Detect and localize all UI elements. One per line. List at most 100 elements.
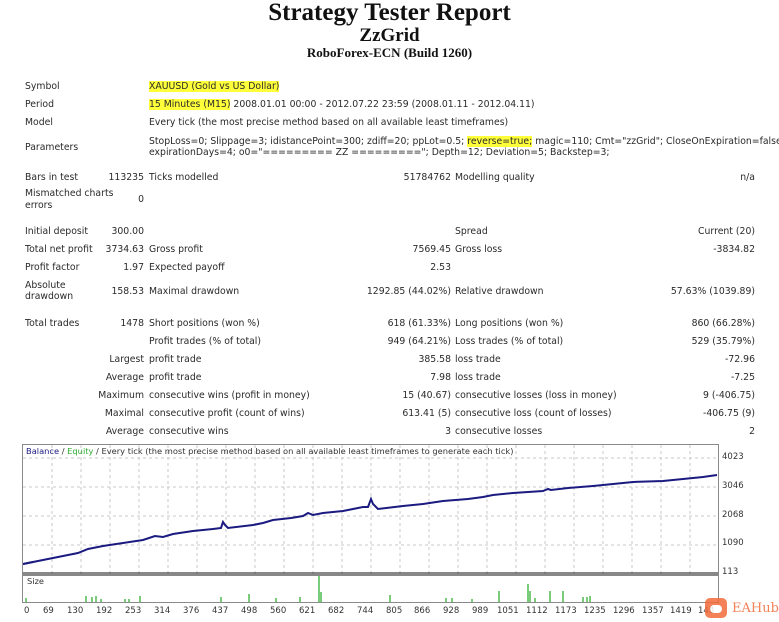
- maximal-label: Maximal: [104, 408, 144, 419]
- deposit-label: Initial deposit: [25, 226, 88, 237]
- x-tick: 1173: [555, 606, 577, 616]
- x-tick: 437: [212, 606, 229, 616]
- quality-value: n/a: [740, 172, 755, 183]
- x-tick: 744: [357, 606, 374, 616]
- period-highlight: 15 Minutes (M15): [149, 99, 231, 110]
- parameters-highlight: reverse=true;: [467, 136, 533, 147]
- y-tick: 113: [722, 567, 739, 577]
- profit-trades-label: Profit trades (% of total): [149, 336, 262, 347]
- mismatch-value: 0: [138, 194, 144, 205]
- max-cons-losses-value: 9 (-406.75): [702, 390, 755, 401]
- largest-profit-label: profit trade: [149, 354, 202, 365]
- mismatch-label-1: Mismatched charts: [25, 188, 114, 199]
- maximum-label: Maximum: [98, 390, 144, 401]
- expected-payoff-label: Expected payoff: [149, 262, 225, 273]
- abs-drawdown-label-1: Absolute: [25, 280, 66, 291]
- avg-cons-wins-value: 3: [445, 426, 451, 437]
- spread-value: Current (20): [698, 226, 755, 237]
- loss-trades-value: 529 (35.79%): [691, 336, 755, 347]
- x-tick: 1419: [670, 606, 692, 616]
- x-tick: 253: [125, 606, 142, 616]
- y-tick: 1090: [722, 538, 744, 548]
- parameters-line2: expirationDays=4; o0="========= ZZ =====…: [149, 147, 610, 158]
- expert-name: ZzGrid: [359, 25, 420, 46]
- x-tick: 498: [241, 606, 258, 616]
- x-tick: 314: [154, 606, 171, 616]
- bars-value: 113235: [108, 172, 145, 183]
- deposit-value: 300.00: [111, 226, 144, 237]
- long-positions-value: 860 (66.28%): [691, 318, 755, 329]
- y-tick: 3046: [722, 481, 744, 491]
- maximal-loss-value: -406.75 (9): [702, 408, 755, 419]
- x-tick: 560: [270, 606, 287, 616]
- net-profit-value: 3734.63: [105, 244, 144, 255]
- watermark-text: EAHub: [732, 600, 779, 616]
- gross-profit-value: 7569.45: [412, 244, 451, 255]
- eahub-logo-icon: [705, 598, 727, 618]
- x-tick: 130: [67, 606, 84, 616]
- maximal-profit-value: 613.41 (5): [402, 408, 451, 419]
- balance-line: [23, 474, 718, 565]
- period-value: 15 Minutes (M15) 2008.01.01 00:00 - 2012…: [149, 99, 535, 110]
- abs-drawdown-label-2: drawdown: [25, 291, 74, 302]
- parameters-text: magic=110; Cmt="zzGrid"; CloseOnExpirati…: [532, 136, 779, 147]
- symbol-label: Symbol: [25, 81, 60, 92]
- symbol-highlight: XAUUSD (Gold vs US Dollar): [149, 81, 280, 92]
- period-range: 2008.01.01 00:00 - 2012.07.22 23:59 (200…: [230, 99, 535, 110]
- x-tick: 192: [96, 606, 113, 616]
- net-profit-label: Total net profit: [25, 244, 93, 255]
- ticks-label: Ticks modelled: [149, 172, 219, 183]
- y-tick: 2068: [722, 510, 744, 520]
- rel-drawdown-label: Relative drawdown: [455, 286, 544, 297]
- y-tick: 4023: [722, 452, 744, 462]
- max-cons-wins-label: consecutive wins (profit in money): [149, 390, 310, 401]
- x-tick: 0: [24, 606, 30, 616]
- profit-factor-value: 1.97: [123, 262, 144, 273]
- parameters-text: StopLoss=0; Slippage=3; idistancePoint=3…: [149, 136, 468, 147]
- loss-trades-label: Loss trades (% of total): [455, 336, 564, 347]
- x-tick: 928: [443, 606, 460, 616]
- largest-profit-value: 385.58: [418, 354, 451, 365]
- parameters-label: Parameters: [25, 142, 79, 153]
- model-value: Every tick (the most precise method base…: [149, 117, 509, 128]
- parameters-line1: StopLoss=0; Slippage=3; idistancePoint=3…: [149, 136, 779, 147]
- quality-label: Modelling quality: [455, 172, 535, 183]
- symbol-value: XAUUSD (Gold vs US Dollar): [149, 81, 280, 92]
- avg-cons-losses-label: consecutive losses: [455, 426, 543, 437]
- size-bars: [25, 576, 591, 602]
- legend-separator: /: [59, 446, 68, 456]
- legend-balance: Balance: [26, 446, 60, 456]
- avg-cons-losses-value: 2: [749, 426, 755, 437]
- bars-label: Bars in test: [25, 172, 78, 183]
- avg-loss-label: loss trade: [455, 372, 501, 383]
- x-tick: 1296: [613, 606, 635, 616]
- x-tick: 1051: [497, 606, 519, 616]
- total-trades-label: Total trades: [25, 318, 80, 329]
- short-positions-value: 618 (61.33%): [387, 318, 451, 329]
- report-title: Strategy Tester Report: [268, 0, 511, 26]
- x-tick: 1235: [584, 606, 606, 616]
- total-trades-value: 1478: [120, 318, 144, 329]
- grid-lines: [23, 445, 718, 602]
- average2-label: Average: [105, 426, 144, 437]
- profit-factor-label: Profit factor: [25, 262, 80, 273]
- expected-payoff-value: 2.53: [430, 262, 451, 273]
- short-positions-label: Short positions (won %): [149, 318, 260, 329]
- x-tick: 1112: [526, 606, 548, 616]
- x-tick: 376: [183, 606, 200, 616]
- avg-cons-wins-label: consecutive wins: [149, 426, 229, 437]
- gross-profit-label: Gross profit: [149, 244, 203, 255]
- avg-profit-value: 7.98: [430, 372, 451, 383]
- gross-loss-value: -3834.82: [713, 244, 755, 255]
- period-label: Period: [25, 99, 54, 110]
- x-tick: 989: [472, 606, 489, 616]
- legend-equity: Equity: [67, 446, 94, 456]
- chart-canvas: [23, 445, 718, 602]
- model-label: Model: [25, 117, 53, 128]
- long-positions-label: Long positions (won %): [455, 318, 564, 329]
- x-tick: 621: [299, 606, 316, 616]
- x-tick: 866: [414, 606, 431, 616]
- x-tick: 1357: [642, 606, 664, 616]
- legend-description: / Every tick (the most precise method ba…: [93, 446, 514, 456]
- ticks-value: 51784762: [403, 172, 451, 183]
